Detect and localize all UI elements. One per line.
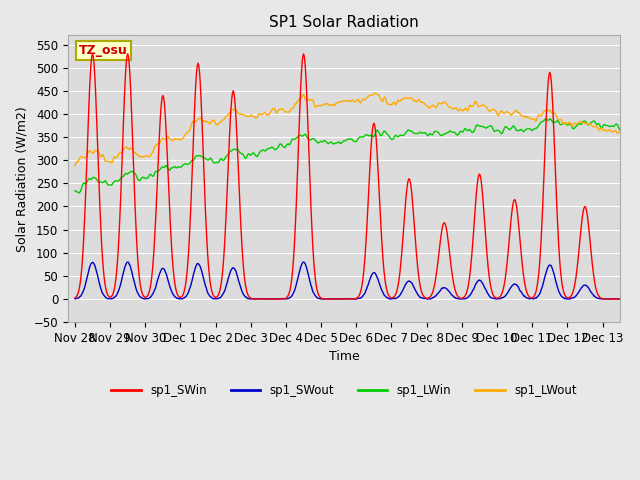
Text: TZ_osu: TZ_osu (79, 44, 128, 57)
Title: SP1 Solar Radiation: SP1 Solar Radiation (269, 15, 419, 30)
X-axis label: Time: Time (328, 350, 360, 363)
Y-axis label: Solar Radiation (W/m2): Solar Radiation (W/m2) (15, 106, 28, 252)
Legend: sp1_SWin, sp1_SWout, sp1_LWin, sp1_LWout: sp1_SWin, sp1_SWout, sp1_LWin, sp1_LWout (107, 380, 581, 402)
